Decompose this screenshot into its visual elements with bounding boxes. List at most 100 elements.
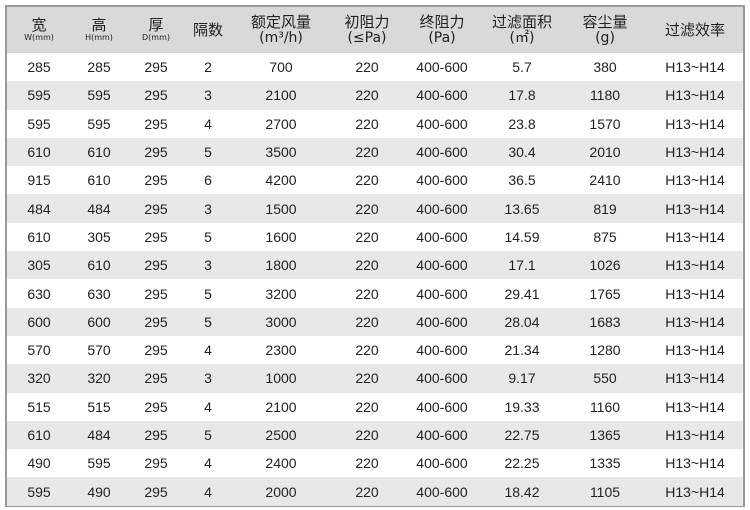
table-cell: 220	[355, 172, 379, 189]
table-cell: 220	[355, 228, 379, 245]
table-cell: 400-600	[403, 251, 481, 280]
table-cell: 305	[7, 251, 71, 280]
column-header-label: 过滤面积	[491, 13, 552, 31]
table-cell: 2	[204, 59, 212, 76]
table-cell: 2100	[231, 81, 331, 110]
table-cell: 400-600	[416, 228, 468, 245]
table-cell: 2300	[265, 342, 297, 359]
table-cell: 2500	[231, 420, 331, 450]
table-cell: 595	[87, 115, 111, 132]
table-cell: 380	[593, 59, 617, 76]
column-header-label: 容尘量	[582, 13, 628, 31]
column-header-label: 厚	[148, 16, 164, 34]
table-row: 305 610 295 3 1800 220 400-600 17.1 1026 H13~H14	[7, 251, 743, 280]
table-row: 595 595 295 3 2100 220 400-600 17.8 1180 H13~H14	[7, 81, 743, 110]
table-cell: 1365	[563, 420, 647, 450]
table-cell: 1335	[589, 455, 621, 472]
table-cell: 515	[87, 398, 111, 415]
table-cell: 220	[331, 420, 403, 450]
table-row: 285 285 295 2 700 220 400-600 5.7 380 H13~H14	[7, 53, 743, 81]
table-cell: 595	[71, 81, 127, 110]
column-header-label: 过滤效率	[664, 21, 725, 39]
column-header-label: 初阻力	[344, 13, 390, 31]
table-cell: 595	[27, 115, 51, 132]
table-cell: H13~H14	[647, 137, 743, 167]
table-cell: H13~H14	[647, 194, 743, 223]
table-cell: 490	[71, 477, 127, 506]
table-cell: 295	[127, 477, 185, 506]
column-header-unit: (Pa)	[428, 30, 456, 46]
column-header-unit: (≤Pa)	[347, 30, 387, 46]
table-cell: 570	[27, 342, 51, 359]
table-cell: 295	[144, 285, 168, 302]
column-header: 隔数	[185, 7, 231, 53]
table-cell: 400-600	[416, 115, 468, 132]
table-cell: 4	[185, 477, 231, 506]
table-cell: 36.5	[508, 172, 536, 189]
table-cell: H13~H14	[647, 81, 743, 110]
table-cell: 295	[127, 307, 185, 336]
column-header: 厚 D(mm)	[127, 7, 185, 53]
column-header: 高 H(mm)	[71, 7, 127, 53]
table-cell: H13~H14	[665, 398, 725, 415]
table-cell: 610	[7, 137, 71, 167]
column-header: 终阻力 (Pa)	[403, 7, 481, 53]
table-cell: 4	[204, 115, 212, 132]
table-cell: 400-600	[416, 285, 468, 302]
table-cell: H13~H14	[647, 251, 743, 280]
table-cell: H13~H14	[647, 477, 743, 506]
table-cell: H13~H14	[647, 420, 743, 450]
table-cell: 18.42	[481, 477, 563, 506]
table-cell: 3500	[231, 137, 331, 167]
table-cell: 400-600	[416, 455, 468, 472]
table-cell: 3	[185, 251, 231, 280]
table-cell: 3000	[231, 307, 331, 336]
table-cell: 400-600	[416, 59, 468, 76]
column-header-label: 宽	[31, 16, 47, 34]
column-header-unit: W(mm)	[24, 33, 54, 42]
table-cell: 1000	[231, 364, 331, 393]
table-cell: 3200	[265, 285, 297, 302]
table-cell: 220	[331, 194, 403, 223]
table-cell: 5.7	[512, 59, 532, 76]
table-cell: 14.59	[504, 228, 540, 245]
column-header-label: 终阻力	[419, 13, 465, 31]
table-cell: 4	[204, 455, 212, 472]
table-cell: 400-600	[403, 81, 481, 110]
table-cell: 295	[144, 455, 168, 472]
table-cell: 1683	[563, 307, 647, 336]
table-cell: 3	[185, 194, 231, 223]
table-cell: 21.34	[504, 342, 540, 359]
table-cell: 700	[269, 59, 293, 76]
table-cell: 610	[71, 137, 127, 167]
table-cell: 3	[185, 364, 231, 393]
column-header: 过滤效率	[647, 7, 743, 53]
table-cell: 220	[355, 342, 379, 359]
table-cell: 220	[331, 307, 403, 336]
table-cell: 17.1	[481, 251, 563, 280]
table-cell: 30.4	[481, 137, 563, 167]
table-cell: 400-600	[403, 307, 481, 336]
table-cell: 400-600	[416, 172, 468, 189]
header-row: 宽 W(mm) 高 H(mm) 厚 D(mm) 隔数 额定风量 (m³/h) 初阻力 (≤Pa) 终阻…	[7, 7, 743, 53]
table-cell: 295	[127, 137, 185, 167]
table-cell: 630	[87, 285, 111, 302]
table-cell: 295	[127, 194, 185, 223]
table-cell: 400-600	[403, 137, 481, 167]
table-cell: 29.41	[504, 285, 540, 302]
table-cell: 1800	[231, 251, 331, 280]
table-cell: 1570	[589, 115, 621, 132]
table-cell: 490	[27, 455, 51, 472]
table-cell: 220	[331, 137, 403, 167]
column-header: 过滤面积 (㎡)	[481, 7, 563, 53]
table-cell: 23.8	[508, 115, 536, 132]
table-cell: 610	[7, 420, 71, 450]
table-row: 610 305 295 5 1600 220 400-600 14.59 875 H13~H14	[7, 223, 743, 251]
table-row: 610 610 295 5 3500 220 400-600 30.4 2010 H13~H14	[7, 137, 743, 167]
table-cell: 610	[71, 251, 127, 280]
table-row: 595 490 295 4 2000 220 400-600 18.42 1105 H13~H14	[7, 477, 743, 506]
spec-table: 宽 W(mm) 高 H(mm) 厚 D(mm) 隔数 额定风量 (m³/h) 初阻力 (≤Pa) 终阻…	[7, 7, 743, 506]
table-cell: 5	[185, 420, 231, 450]
column-header: 额定风量 (m³/h)	[231, 7, 331, 53]
table-cell: 295	[127, 364, 185, 393]
